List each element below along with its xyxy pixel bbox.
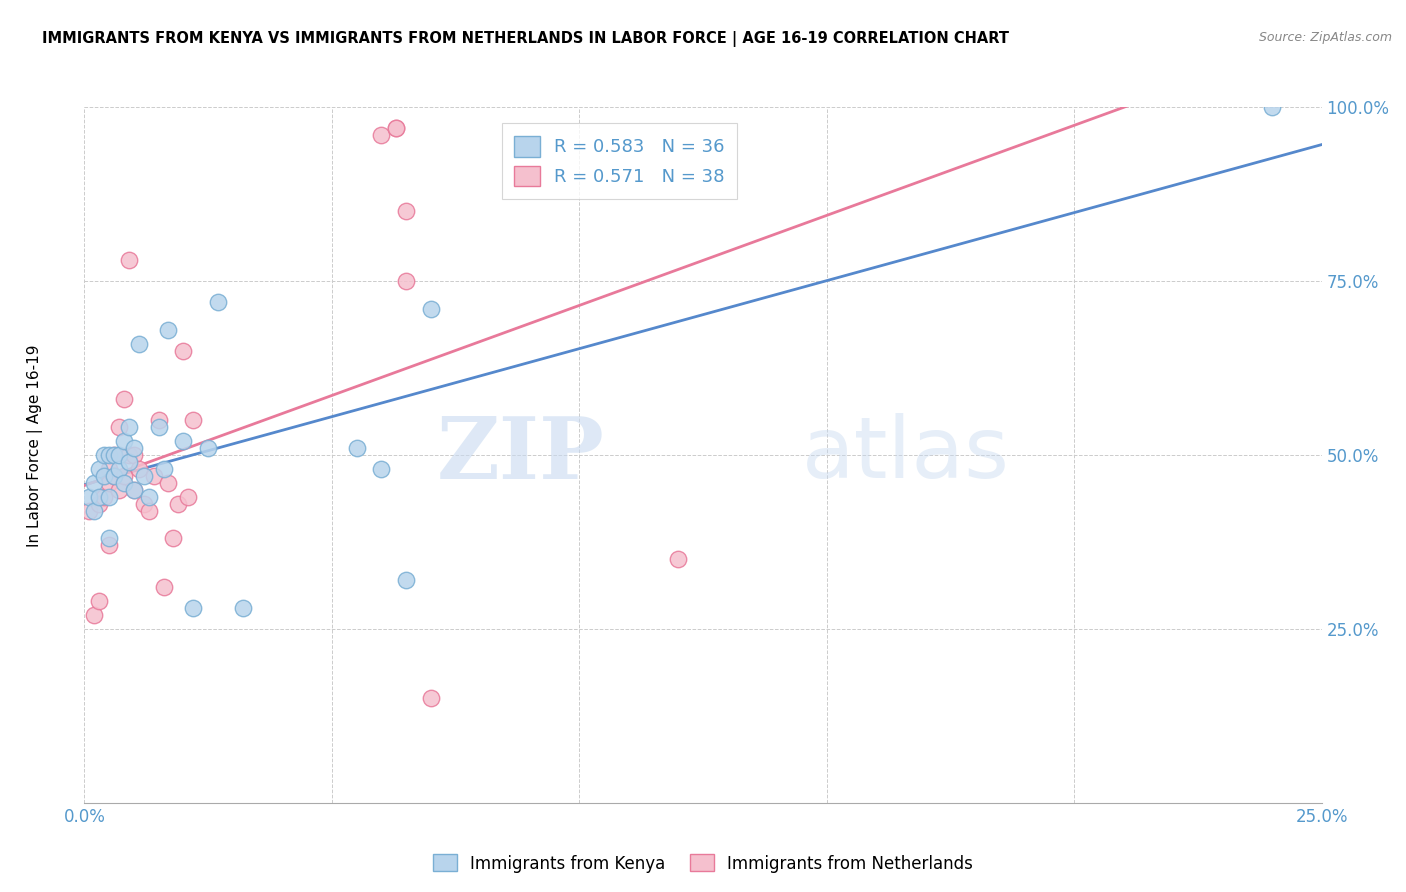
Point (112, 434, 135, 448)
Point (197, 441, 219, 455)
Point (93, 448, 115, 462)
Point (103, 468, 125, 483)
Point (98, 538, 121, 552)
Point (112, 468, 135, 483)
Point (152, 462, 174, 476)
Point (370, 462, 392, 476)
Text: Source: ZipAtlas.com: Source: ZipAtlas.com (1258, 31, 1392, 45)
Point (112, 475, 135, 490)
Point (98, 462, 121, 476)
Point (89, 462, 111, 476)
Legend: Immigrants from Kenya, Immigrants from Netherlands: Immigrants from Kenya, Immigrants from N… (426, 847, 980, 880)
Point (79, 490, 101, 504)
Point (395, 573, 418, 587)
Point (83, 503, 105, 517)
Point (666, 552, 689, 566)
Point (122, 448, 145, 462)
Point (108, 483, 131, 497)
Point (118, 253, 141, 268)
Point (232, 601, 254, 615)
Point (181, 413, 204, 427)
Point (385, 120, 408, 135)
Point (148, 420, 170, 434)
Text: In Labor Force | Age 16-19: In Labor Force | Age 16-19 (27, 344, 44, 548)
Point (83, 607, 105, 622)
Point (152, 580, 174, 594)
Point (177, 490, 200, 504)
Point (79, 503, 101, 517)
Point (103, 448, 125, 462)
Point (103, 468, 125, 483)
Point (83, 475, 105, 490)
Point (103, 448, 125, 462)
Point (89, 594, 111, 608)
Point (419, 691, 441, 706)
Point (93, 490, 115, 504)
Point (395, 274, 418, 288)
Point (157, 323, 180, 337)
Point (207, 294, 229, 309)
Point (132, 468, 155, 483)
Point (108, 448, 131, 462)
Point (346, 441, 368, 455)
Point (167, 497, 190, 511)
Point (172, 343, 194, 358)
Point (128, 462, 150, 476)
Text: ZIP: ZIP (436, 413, 605, 497)
Point (122, 483, 145, 497)
Point (89, 490, 111, 504)
Point (157, 475, 180, 490)
Point (128, 336, 150, 351)
Point (1261, 100, 1284, 114)
Text: atlas: atlas (801, 413, 1010, 497)
Point (370, 128, 392, 142)
Point (98, 448, 121, 462)
Point (419, 301, 441, 316)
Point (98, 475, 121, 490)
Point (385, 120, 408, 135)
Point (108, 462, 131, 476)
Point (98, 490, 121, 504)
Point (395, 204, 418, 219)
Point (98, 532, 121, 546)
Point (138, 503, 160, 517)
Point (118, 448, 141, 462)
Point (93, 468, 115, 483)
Point (112, 392, 135, 407)
Point (172, 434, 194, 448)
Point (148, 413, 170, 427)
Point (89, 497, 111, 511)
Point (142, 468, 165, 483)
Point (181, 601, 204, 615)
Point (118, 420, 141, 434)
Point (118, 455, 141, 469)
Point (122, 483, 145, 497)
Point (122, 441, 145, 455)
Text: IMMIGRANTS FROM KENYA VS IMMIGRANTS FROM NETHERLANDS IN LABOR FORCE | AGE 16-19 : IMMIGRANTS FROM KENYA VS IMMIGRANTS FROM… (42, 31, 1010, 47)
Point (93, 468, 115, 483)
Point (108, 420, 131, 434)
Point (162, 532, 184, 546)
Point (132, 497, 155, 511)
Point (138, 490, 160, 504)
Legend: R = 0.583   N = 36, R = 0.571   N = 38: R = 0.583 N = 36, R = 0.571 N = 38 (502, 123, 737, 199)
